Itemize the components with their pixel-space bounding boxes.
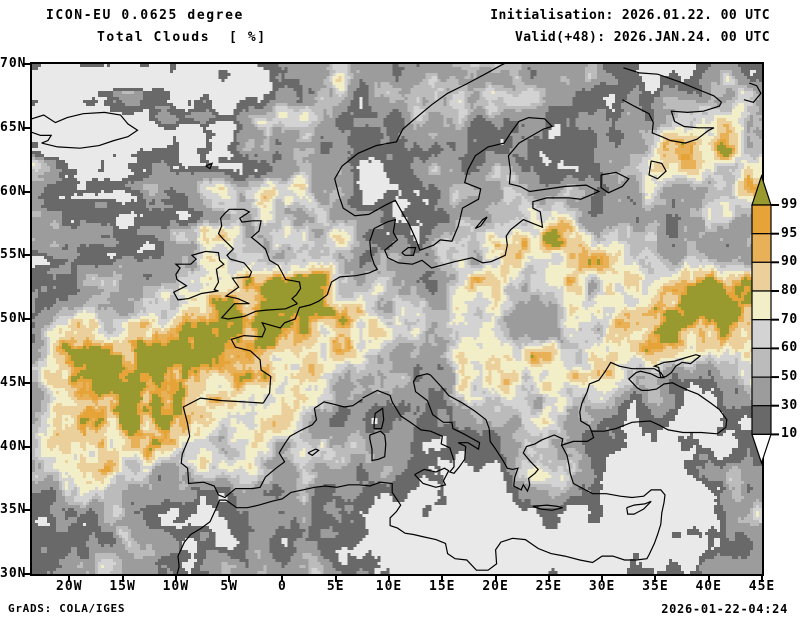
lat-tick-label: 50N [0, 311, 27, 326]
coastline-path [362, 373, 481, 474]
lon-tick-mark [547, 576, 550, 582]
lat-tick-mark [23, 63, 30, 65]
lon-tick-mark [707, 576, 710, 582]
coastline-path [176, 444, 666, 574]
lat-tick-label: 40N [0, 438, 27, 454]
coastline-path [373, 407, 385, 430]
coastline-path [230, 64, 601, 404]
lon-tick-label: 40E [695, 579, 722, 594]
lon-tick-label: 10W [162, 579, 190, 594]
lon-tick-mark [441, 576, 444, 582]
coastline-path [648, 160, 667, 180]
lon-tick-mark [68, 576, 71, 582]
map-frame [30, 62, 764, 576]
lat-tick-label: 55N [0, 247, 27, 263]
coastline-path [180, 397, 363, 499]
model-title: ICON-EU 0.0625 degree [46, 8, 244, 23]
lon-tick-label: 30E [588, 579, 616, 594]
creation-timestamp: 2026-01-22-04:24 [661, 602, 788, 616]
init-time-label: Initialisation: 2026.01.22. 00 UTC [490, 8, 770, 23]
coastline-path [532, 504, 563, 511]
coastline-path [623, 67, 722, 103]
lon-tick-label: 15E [429, 579, 456, 594]
colorbar-level-label: 95 [781, 226, 798, 241]
coastline-path [600, 171, 630, 194]
lon-tick-mark [494, 576, 497, 582]
lon-tick-mark [281, 576, 284, 582]
lon-tick-label: 35E [642, 579, 669, 594]
variable-title: Total Clouds [ %] [97, 30, 267, 45]
coastlines-overlay [32, 64, 762, 574]
colorbar-level-label: 10 [781, 426, 798, 441]
lon-tick-label: 15W [109, 579, 136, 594]
coastline-path [205, 162, 214, 170]
valid-time-label: Valid(+48): 2026.JAN.24. 00 UTC [514, 30, 770, 45]
lat-tick-label: 60N [0, 183, 27, 199]
lat-tick-mark [23, 445, 30, 448]
lat-tick-label: 30N [0, 566, 27, 581]
lat-tick-mark [23, 254, 30, 257]
lat-tick-mark [23, 318, 30, 320]
lat-tick-label: 35N [0, 502, 27, 518]
coastline-path [401, 247, 417, 256]
grads-credit: GrADS: COLA/IGES [8, 602, 126, 615]
lon-tick-mark [388, 576, 390, 582]
coastline-path [217, 208, 302, 320]
colorbar-level-label: 80 [781, 283, 798, 298]
coastline-path [172, 250, 225, 301]
lon-tick-label: 0 [278, 579, 287, 594]
lat-tick-mark [23, 509, 30, 512]
colorbar-level-label: 90 [781, 254, 798, 269]
lat-tick-mark [23, 126, 30, 129]
coastline-path [307, 448, 320, 457]
lon-tick-label: 20E [482, 579, 509, 594]
lon-tick-mark [174, 576, 177, 582]
coastline-path [430, 361, 728, 493]
colorbar-level-label: 99.5 [781, 197, 800, 212]
coastline-path [743, 82, 762, 103]
lon-tick-mark [601, 576, 604, 582]
coastline-path [414, 467, 450, 488]
lat-tick-label: 45N [0, 374, 27, 390]
coastline-path [626, 500, 652, 515]
colorbar-level-label: 70 [781, 312, 798, 327]
lon-tick-mark [654, 576, 657, 582]
lon-tick-label: 10E [375, 579, 403, 594]
lon-tick-label: 5E [326, 579, 345, 594]
colorbar-level-label: 50 [781, 369, 798, 384]
colorbar-level-label: 30 [781, 398, 798, 413]
lon-tick-label: 5W [220, 579, 238, 594]
coastline-path [369, 430, 387, 462]
colorbar [751, 174, 779, 465]
coastline-path [474, 216, 488, 230]
lon-tick-mark [761, 576, 763, 582]
colorbar-level-label: 60 [781, 340, 798, 355]
lat-tick-label: 65N [0, 119, 27, 135]
lon-tick-label: 20W [56, 579, 83, 594]
lat-tick-mark [23, 190, 30, 193]
lon-tick-mark [334, 576, 337, 582]
lat-tick-mark [23, 381, 30, 384]
lon-tick-mark [228, 576, 231, 582]
lon-tick-mark [121, 576, 124, 582]
coastline-path [622, 99, 723, 144]
lon-tick-label: 25E [535, 579, 563, 594]
lat-tick-label: 70N [0, 56, 27, 71]
cloud-cover-raster [32, 64, 762, 574]
lon-tick-label: 45E [748, 579, 776, 594]
coastline-path [652, 354, 702, 379]
coastline-path [32, 111, 139, 149]
lat-tick-mark [23, 573, 30, 575]
